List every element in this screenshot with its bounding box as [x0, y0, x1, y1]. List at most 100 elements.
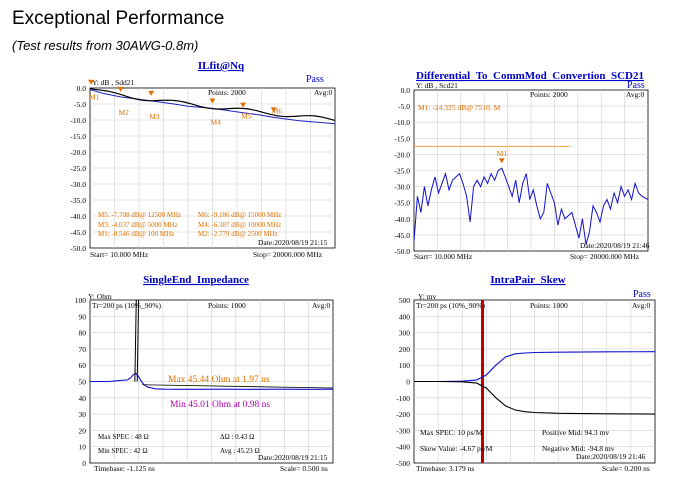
marker-label: M1	[497, 149, 508, 158]
chart-impedance: SingleEnd_Impedance 10090807060504030201…	[75, 274, 334, 473]
y-tick-labels: 0.0 -5.0 -10.0 -15.0 -20.0 -25.0 -30.0 -35.0 -40…	[394, 86, 410, 256]
y-tick-label: 100	[75, 296, 87, 305]
y-tick-label: -50.0	[394, 247, 410, 256]
y-tick-label: -10.0	[394, 118, 410, 127]
y-tick-label: -300	[396, 426, 410, 435]
y-tick-label: 90	[79, 312, 87, 321]
marker-triangle	[88, 79, 95, 85]
series-line	[414, 380, 656, 415]
marker-label: M3	[149, 112, 160, 121]
avg-value-label: Avg : 45.23 Ω	[220, 447, 260, 455]
status-badge: Pass	[633, 289, 651, 300]
points-label: Points: 2000	[530, 90, 568, 99]
series-line-measured	[89, 87, 336, 121]
chart-title: ILfit@Nq	[198, 60, 245, 72]
chart-title: SingleEnd_Impedance	[143, 274, 249, 286]
avg-label: Avg:0	[632, 301, 650, 310]
marker-triangle	[240, 102, 247, 108]
series-line	[90, 372, 334, 390]
y-tick-label: 500	[399, 296, 411, 305]
series-line	[89, 87, 336, 125]
marker-label: M2	[119, 108, 130, 117]
delta-label: ΔΩ : 0.43 Ω	[220, 433, 254, 441]
stop-label: Stop= 20000.000 MHz	[570, 252, 640, 261]
page-title: Exceptional Performance	[12, 8, 225, 29]
chart-il-fit: ILfit@Nq Pass 0.0 -5.0 -10.0 -15.0 -20.0 -25.…	[70, 60, 336, 259]
y-tick-label: -30.0	[394, 183, 410, 192]
min-spec-label: Min SPEC : 42 Ω	[98, 447, 148, 455]
y-tick-label: 50	[79, 378, 87, 387]
skew-value-label: Skew Value: -4.67 ps/M	[420, 444, 493, 453]
grid	[90, 300, 333, 463]
y-tick-labels: 0.0 -5.0 -10.0 -15.0 -20.0 -25.0 -30.0 -35.0 -40…	[70, 84, 86, 253]
avg-label: Avg:0	[312, 301, 330, 310]
y-label-box: Y: dB , Sdd21	[92, 78, 134, 87]
marker-readouts: M5: -7.708 dB@ 12500 MHz M3: -4.037 dB@ 5…	[98, 211, 281, 238]
max-spec-label: Max SPEC: 10 ps/M	[420, 428, 483, 437]
date-label: Date:2020/08/19 21:46	[580, 241, 650, 250]
status-badge: Pass	[306, 74, 324, 85]
y-tick-label: 80	[79, 329, 87, 338]
y-tick-label: 60	[79, 361, 87, 370]
marker-readout: M1: -0.546 dB@ 100 MHz	[98, 230, 174, 238]
points-label: Points: 1000	[530, 301, 568, 310]
tr-label: Tr=200 ps (10%_90%)	[92, 301, 161, 310]
y-tick-label: -25.0	[394, 167, 410, 176]
y-tick-label: -40.0	[394, 215, 410, 224]
start-label: Start= 10.000 MHz	[414, 252, 473, 261]
date-label: Date:2020/08/19 21:15	[258, 453, 328, 462]
y-label-box: Y: Ohm	[88, 292, 112, 301]
marker-labels: M1 M2 M3 M4 M5 M6	[88, 79, 283, 126]
marker-triangle	[117, 86, 124, 92]
marker-triangle	[498, 158, 505, 164]
y-label-box: Y: dB , Scd21	[416, 81, 458, 90]
marker-label: M5	[241, 112, 252, 121]
marker-label: M6	[272, 106, 283, 115]
y-tick-label: 100	[399, 361, 411, 370]
y-tick-label: -35.0	[394, 199, 410, 208]
series-lines	[413, 167, 649, 245]
marker-label: M1	[89, 93, 100, 102]
y-tick-label: -45.0	[394, 231, 410, 240]
marker-readout: M5: -7.708 dB@ 12500 MHz	[98, 211, 181, 219]
marker-labels: M1	[497, 149, 508, 164]
y-tick-label: 0	[82, 459, 86, 468]
grid	[414, 90, 648, 251]
y-tick-label: -500	[396, 459, 410, 468]
y-tick-label: -35.0	[70, 196, 86, 205]
marker-triangle	[270, 107, 277, 113]
series-line	[414, 351, 656, 383]
timebase-label: Timebase: -1.125 ns	[94, 464, 155, 473]
y-tick-label: -15.0	[394, 134, 410, 143]
avg-label: Avg:0	[626, 90, 644, 99]
y-tick-label: -100	[396, 394, 410, 403]
scale-label: Scale= 0.200 ns	[602, 464, 650, 473]
chart-title: IntraPair_Skew	[490, 274, 565, 286]
y-tick-label: 300	[399, 329, 411, 338]
y-tick-label: -15.0	[70, 132, 86, 141]
marker-readout: M4: -6.387 dB@ 10000 MHz	[198, 221, 281, 229]
skew-cursor	[481, 300, 484, 463]
y-tick-labels: 500 400 300 200 100 0 -100 -200 -300 -400 -500	[396, 296, 410, 468]
negative-mid-label: Negative Mid: -94.8 mv	[542, 444, 615, 453]
status-badge: Pass	[627, 80, 645, 91]
y-tick-label: 0.0	[401, 86, 411, 95]
y-tick-label: -10.0	[70, 116, 86, 125]
avg-label: Avg:0	[314, 88, 332, 97]
chart-scd21: Differential_To_CommMod_Convertion_SCD21…	[394, 70, 650, 261]
y-tick-label: 70	[79, 345, 87, 354]
y-tick-label: -20.0	[70, 148, 86, 157]
marker-triangle	[148, 90, 155, 96]
y-tick-label: -200	[396, 410, 410, 419]
timebase-label: Timebase: 3.179 ns	[416, 464, 474, 473]
y-tick-label: 400	[399, 312, 411, 321]
marker-label: M4	[210, 117, 221, 126]
y-tick-label: -25.0	[70, 164, 86, 173]
y-tick-label: 20	[79, 426, 87, 435]
marker-readout: M6: -9.186 dB@ 15000 MHz	[198, 211, 281, 219]
y-tick-label: 0.0	[77, 84, 87, 93]
y-tick-label: -45.0	[70, 228, 86, 237]
min-label: Min 45.01 Ohm at 0.98 ns	[170, 400, 270, 410]
series-lines	[414, 351, 656, 415]
y-tick-label: 10	[79, 443, 87, 452]
